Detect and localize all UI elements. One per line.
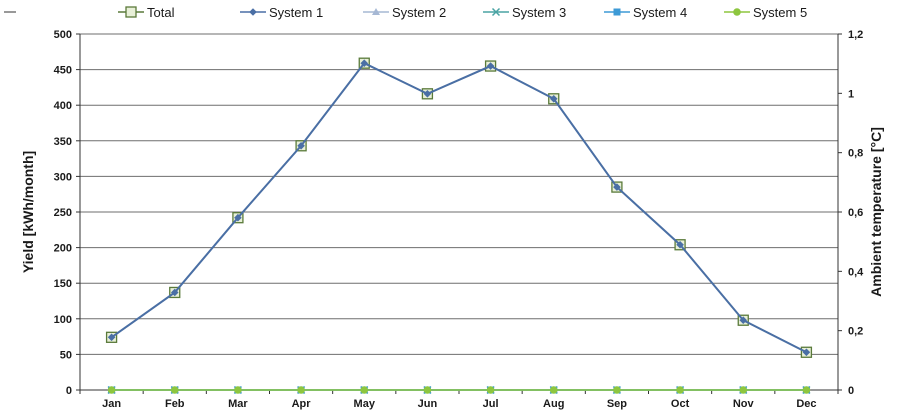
data-point-system-5 bbox=[170, 386, 179, 394]
legend-marker-system-5 bbox=[733, 8, 741, 16]
y2-tick-label: 0 bbox=[848, 385, 854, 397]
x-axis-ticks: Jan Feb Mar Apr May Jun Jul Aug Sep Oct Nov Dec bbox=[102, 398, 816, 410]
y-tick-label: 350 bbox=[54, 136, 72, 148]
data-point-system-5 bbox=[676, 386, 684, 394]
y-axis-ticks: 0 50 100 150 200 250 300 350 400 450 500 bbox=[54, 29, 72, 397]
axes bbox=[76, 33, 842, 394]
y-tick-label: 0 bbox=[66, 385, 72, 397]
y2-tick-label: 0,6 bbox=[848, 207, 863, 219]
y2-axis-ticks: 0 0,2 0,4 0,6 0,8 1 1,2 bbox=[848, 29, 864, 397]
y-tick-label: 250 bbox=[54, 207, 72, 219]
y2-axis-title: Ambient temperature [°C] bbox=[868, 127, 884, 297]
legend-label-system-2: System 2 bbox=[392, 5, 446, 20]
data-point-system-5 bbox=[549, 386, 558, 394]
x-tick-label: Mar bbox=[228, 398, 248, 410]
series-layer bbox=[105, 57, 813, 395]
data-point-system-5 bbox=[234, 386, 242, 394]
series-line-total bbox=[111, 62, 807, 353]
legend-marker-system-1 bbox=[249, 8, 257, 16]
data-point-system-1 bbox=[486, 62, 495, 70]
x-tick-label: May bbox=[354, 398, 376, 410]
data-point-system-5 bbox=[107, 386, 116, 394]
gridlines bbox=[80, 33, 838, 391]
data-point-system-1 bbox=[613, 183, 621, 191]
data-point-system-1 bbox=[802, 348, 811, 357]
x-tick-label: Aug bbox=[543, 398, 564, 410]
x-tick-label: Nov bbox=[733, 398, 755, 410]
data-point-system-5 bbox=[613, 386, 621, 394]
legend-item-system-3: System 3 bbox=[483, 5, 566, 20]
y-tick-label: 50 bbox=[60, 349, 72, 361]
data-point-system-5 bbox=[739, 386, 748, 394]
data-point-system-5 bbox=[360, 386, 369, 394]
data-point-system-1 bbox=[549, 94, 558, 103]
legend-marker-total bbox=[125, 6, 137, 18]
y-tick-label: 200 bbox=[54, 243, 72, 255]
data-point-system-1 bbox=[234, 213, 242, 222]
data-point-system-5 bbox=[423, 386, 432, 394]
legend-marker-system-4 bbox=[613, 8, 621, 16]
data-point-system-1 bbox=[297, 141, 305, 150]
legend-marker-system-3 bbox=[491, 7, 501, 17]
data-point-system-5 bbox=[802, 386, 811, 394]
y-axis-title: Yield [kWh/month] bbox=[20, 151, 36, 273]
legend-item-system-5: System 5 bbox=[724, 5, 807, 20]
legend-label-system-5: System 5 bbox=[753, 5, 807, 20]
data-point-system-1 bbox=[107, 333, 116, 342]
x-tick-label: Jul bbox=[483, 398, 499, 410]
x-tick-label: Apr bbox=[292, 398, 312, 410]
y2-tick-label: 0,8 bbox=[848, 148, 863, 160]
legend-item-total: Total bbox=[118, 5, 175, 20]
legend-marker-system-2 bbox=[372, 8, 380, 15]
y-tick-label: 400 bbox=[54, 100, 72, 112]
x-tick-label: Sep bbox=[607, 398, 627, 410]
legend-label-total: Total bbox=[147, 5, 175, 20]
data-point-system-1 bbox=[423, 90, 432, 98]
series-total bbox=[105, 57, 813, 358]
legend-label-system-3: System 3 bbox=[512, 5, 566, 20]
legend: Total System 1 System 2 System 3 System 4 Sys… bbox=[4, 5, 807, 20]
y2-tick-label: 0,4 bbox=[848, 266, 864, 278]
y-tick-label: 150 bbox=[54, 278, 72, 290]
y2-tick-label: 1,2 bbox=[848, 29, 863, 41]
data-point-system-1 bbox=[170, 288, 179, 297]
y-tick-label: 500 bbox=[54, 29, 72, 41]
legend-item-system-2: System 2 bbox=[363, 5, 446, 20]
x-tick-label: Jun bbox=[418, 398, 438, 410]
x-tick-label: Jan bbox=[102, 398, 121, 410]
series-line-system-1 bbox=[111, 61, 807, 354]
legend-item-system-1: System 1 bbox=[240, 5, 323, 20]
legend-item-system-4: System 4 bbox=[604, 5, 687, 20]
legend-label-system-4: System 4 bbox=[633, 5, 687, 20]
x-tick-label: Oct bbox=[671, 398, 690, 410]
marker-stroke bbox=[491, 7, 501, 17]
series-system-1 bbox=[107, 59, 811, 357]
y2-tick-label: 1 bbox=[848, 88, 854, 100]
data-point-system-1 bbox=[739, 316, 748, 325]
y-tick-label: 450 bbox=[54, 65, 72, 77]
series-system-5 bbox=[107, 386, 811, 394]
x-tick-label: Dec bbox=[796, 398, 816, 410]
legend-label-system-1: System 1 bbox=[269, 5, 323, 20]
y-tick-label: 300 bbox=[54, 171, 72, 183]
y2-tick-label: 0,2 bbox=[848, 326, 863, 338]
x-tick-label: Feb bbox=[165, 398, 185, 410]
data-point-system-5 bbox=[297, 386, 305, 394]
y-tick-label: 100 bbox=[54, 314, 72, 326]
data-point-system-1 bbox=[676, 240, 684, 249]
data-point-system-1 bbox=[360, 59, 369, 67]
data-point-system-5 bbox=[486, 386, 495, 394]
